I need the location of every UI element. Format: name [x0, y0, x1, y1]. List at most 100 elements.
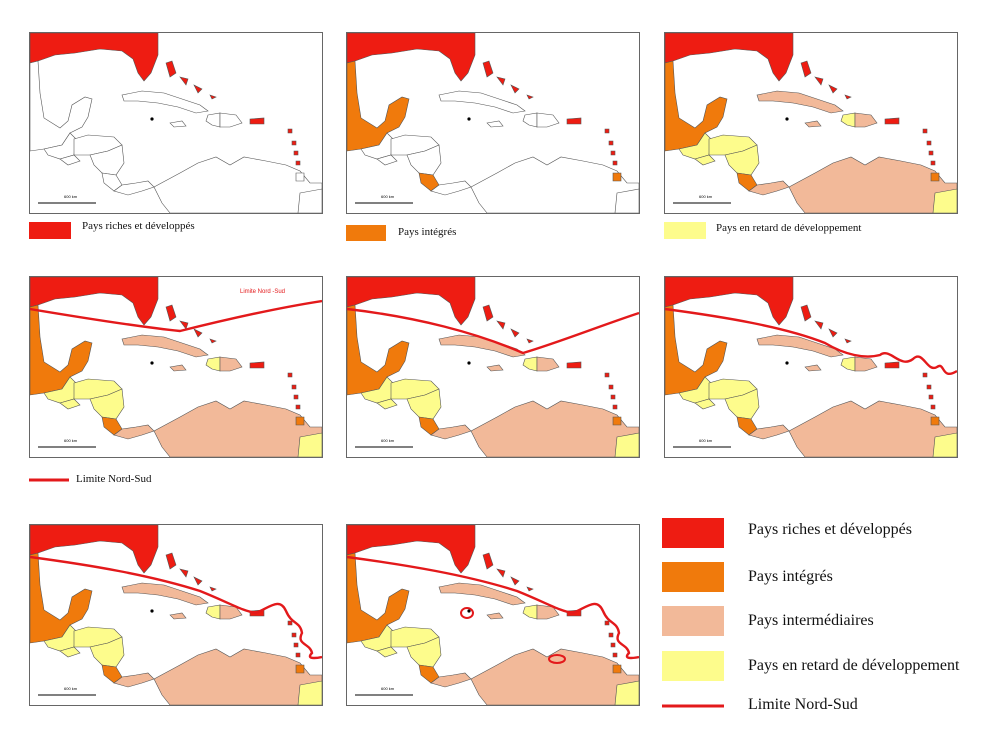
country-bahamas [482, 552, 534, 592]
country-usa-florida [347, 277, 476, 326]
country-nicaragua [89, 144, 125, 176]
map-panel-8: 600 km [346, 524, 640, 706]
country-jamaica [804, 364, 822, 372]
country-puerto-rico [249, 117, 265, 125]
country-usa-florida [665, 277, 794, 326]
limite-nord-sud-line [347, 555, 639, 660]
country-guyana [297, 432, 322, 457]
country-trinidad [295, 416, 305, 426]
scale-label: 600 km [64, 438, 78, 443]
map-dot [785, 117, 789, 121]
country-panama [430, 424, 472, 440]
country-jamaica [804, 120, 822, 128]
country-usa-florida [30, 33, 159, 82]
main-legend-swatch-riches [662, 518, 724, 548]
country-haiti [840, 112, 856, 128]
country-bahamas [165, 552, 217, 592]
country-jamaica [486, 364, 504, 372]
main-legend-label-retard: Pays en retard de développement [748, 657, 960, 674]
country-dom-rep [219, 112, 243, 128]
country-guyana [614, 188, 639, 213]
country-haiti [205, 112, 221, 128]
country-antilles [287, 620, 301, 658]
limite-nord-sud-line [347, 307, 639, 355]
country-south-america [153, 400, 322, 457]
country-cuba [438, 90, 526, 114]
country-cuba [756, 334, 844, 358]
scale-label: 600 km [699, 438, 713, 443]
main-legend-label-limite: Limite Nord-Sud [748, 696, 858, 713]
country-panama [748, 180, 790, 196]
country-cuba [121, 90, 209, 114]
country-trinidad [295, 172, 305, 182]
country-antilles [922, 372, 936, 410]
map-panel-1: 600 km [29, 32, 323, 214]
map-limit-label: Limite Nord -Sud [240, 289, 285, 295]
country-usa-florida [30, 525, 159, 574]
country-trinidad [612, 172, 622, 182]
country-trinidad [930, 416, 940, 426]
country-nicaragua [89, 388, 125, 420]
map-svg: 600 km [347, 525, 639, 705]
map-svg: 600 km [665, 277, 957, 457]
country-guyana [614, 680, 639, 705]
scale-label: 600 km [381, 194, 395, 199]
map-dot [785, 361, 789, 365]
scale-label: 600 km [699, 194, 713, 199]
map-panel-3: 600 km [664, 32, 958, 214]
country-antilles [287, 372, 301, 410]
map-svg: 600 km Limite Nord -Sud [30, 277, 322, 457]
country-cuba [121, 582, 209, 606]
country-south-america [470, 156, 639, 213]
country-nicaragua [724, 144, 760, 176]
country-cuba [438, 582, 526, 606]
country-haiti [205, 356, 221, 372]
country-guyana [297, 680, 322, 705]
legend-label-riches: Pays riches et développés [82, 220, 195, 232]
country-antilles [604, 372, 618, 410]
scale-label: 600 km [381, 686, 395, 691]
limite-nord-sud-line [30, 299, 322, 333]
country-nicaragua [406, 144, 442, 176]
country-south-america [788, 400, 957, 457]
country-jamaica [169, 612, 187, 620]
map-dot [467, 361, 471, 365]
map-svg: 600 km [30, 33, 322, 213]
legend-swatch-integres [346, 225, 386, 241]
legend-swatch-retard [664, 222, 706, 239]
scale-label: 600 km [64, 194, 78, 199]
limite-nord-sud-line [30, 555, 322, 660]
country-dom-rep [219, 356, 243, 372]
country-dom-rep [854, 112, 878, 128]
country-jamaica [486, 612, 504, 620]
country-haiti [840, 356, 856, 372]
map-svg: 600 km [665, 33, 957, 213]
country-el-salvador [59, 154, 81, 166]
country-guyana [932, 432, 957, 457]
country-panama [748, 424, 790, 440]
limit-loop-coast [548, 654, 566, 664]
map-panel-6: 600 km [664, 276, 958, 458]
main-legend-label-intermediaires: Pays intermédiaires [748, 612, 874, 629]
main-legend-swatch-integres [662, 562, 724, 592]
country-south-america [153, 156, 322, 213]
country-trinidad [612, 416, 622, 426]
country-haiti [205, 604, 221, 620]
country-antilles [604, 620, 618, 658]
main-legend-swatch-intermediaires [662, 606, 724, 636]
legend-label-integres: Pays intégrés [398, 226, 457, 238]
map-dot [150, 361, 154, 365]
country-jamaica [169, 364, 187, 372]
country-el-salvador [694, 154, 716, 166]
country-trinidad [612, 664, 622, 674]
country-bahamas [482, 304, 534, 344]
country-nicaragua [724, 388, 760, 420]
country-nicaragua [406, 636, 442, 668]
country-bahamas [165, 304, 217, 344]
country-el-salvador [376, 154, 398, 166]
map-panel-4: 600 km Limite Nord -Sud [29, 276, 323, 458]
main-legend-swatch-retard [662, 651, 724, 681]
country-nicaragua [89, 636, 125, 668]
map-panel-2: 600 km [346, 32, 640, 214]
country-bahamas [165, 60, 217, 100]
